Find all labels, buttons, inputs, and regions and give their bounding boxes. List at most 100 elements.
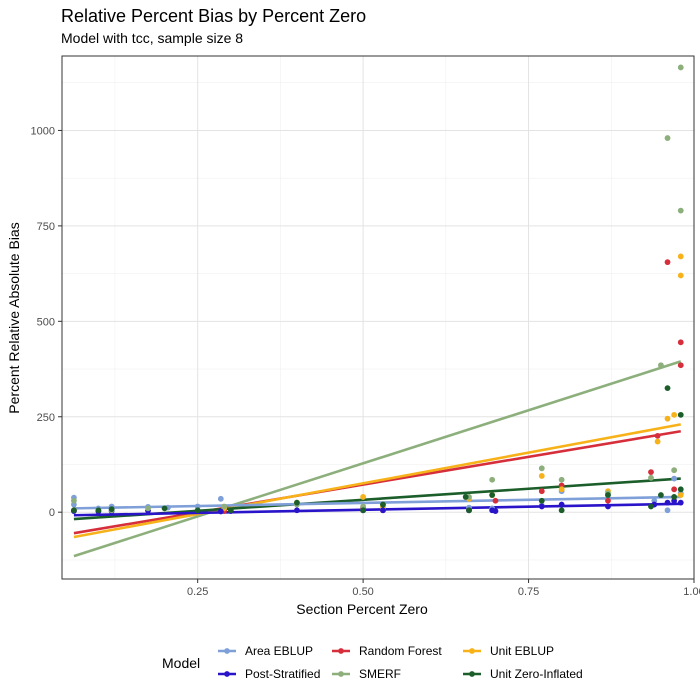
data-point — [466, 507, 472, 514]
data-point — [380, 501, 386, 508]
legend-label: Area EBLUP — [245, 644, 313, 658]
data-point — [605, 497, 611, 504]
y-tick-label: 500 — [37, 316, 55, 328]
data-point — [677, 272, 684, 279]
legend-label: Post-Stratified — [245, 667, 320, 681]
legend-key — [218, 648, 236, 654]
data-point — [648, 469, 654, 476]
plot-panel — [62, 56, 694, 579]
data-point — [294, 499, 300, 506]
data-point — [558, 501, 565, 508]
data-point — [671, 475, 678, 482]
data-point — [217, 508, 224, 515]
trend-line — [73, 429, 681, 535]
data-point — [462, 494, 469, 500]
x-tick-label: 0.25 — [187, 586, 208, 598]
x-tick-label: 0.75 — [518, 586, 539, 598]
data-point — [558, 476, 565, 483]
data-point — [605, 492, 611, 498]
trend-lines — [73, 360, 682, 558]
legend-key — [463, 648, 481, 654]
data-point — [360, 507, 367, 514]
legend-key-point — [224, 648, 230, 654]
data-point — [664, 499, 671, 506]
data-point — [108, 506, 115, 513]
data-point — [489, 476, 496, 483]
data-point — [677, 492, 684, 498]
data-point — [194, 507, 201, 514]
data-point — [654, 432, 661, 439]
data-point — [671, 494, 678, 500]
panel-background — [62, 56, 694, 579]
data-point — [538, 473, 545, 479]
data-point — [221, 503, 228, 510]
data-point — [654, 438, 661, 445]
data-point — [605, 503, 611, 510]
data-point — [538, 488, 545, 495]
data-point — [658, 362, 664, 369]
data-point — [664, 415, 671, 422]
data-point — [71, 497, 77, 504]
data-point — [71, 507, 77, 514]
y-tick-label: 250 — [37, 412, 55, 424]
legend-label: SMERF — [359, 667, 401, 681]
data-point — [677, 207, 684, 214]
data-point — [648, 474, 654, 481]
chart-subtitle: Model with tcc, sample size 8 — [61, 30, 244, 46]
axes: 0.25 0.50 0.75 1.00 0 250 500 750 1000 — [31, 125, 700, 598]
legend-label: Unit Zero-Inflated — [490, 667, 583, 681]
y-tick-label: 750 — [37, 221, 55, 233]
legend-key-point — [469, 648, 475, 654]
data-point — [360, 494, 367, 500]
trend-line — [73, 502, 681, 517]
legend-title: Model — [162, 655, 200, 671]
panel-frame — [61, 55, 695, 580]
data-point — [95, 507, 102, 514]
panel-border — [61, 55, 695, 580]
data-point — [294, 507, 300, 514]
data-points — [71, 64, 684, 515]
data-point — [145, 505, 151, 512]
legend-label: Random Forest — [359, 644, 442, 658]
legend-key-point — [469, 671, 475, 677]
data-point — [671, 467, 678, 474]
trend-line — [73, 423, 682, 539]
legend: Model Area EBLUP Random Forest Unit EBLUP Po… — [162, 644, 583, 681]
data-point — [677, 339, 684, 346]
data-point — [677, 362, 684, 369]
y-tick-label: 0 — [49, 507, 55, 519]
data-point — [558, 486, 565, 493]
trend-line — [73, 495, 681, 510]
data-point — [489, 492, 496, 498]
data-point — [538, 503, 545, 510]
legend-key — [463, 671, 481, 677]
y-tick-label: 1000 — [31, 125, 55, 137]
x-tick-label: 0.50 — [352, 586, 373, 598]
trend-line — [73, 360, 682, 558]
chart-title: Relative Percent Bias by Percent Zero — [61, 6, 367, 26]
data-point — [664, 507, 671, 514]
data-point — [677, 486, 684, 493]
data-point — [558, 507, 565, 514]
data-point — [671, 411, 678, 418]
legend-key-point — [224, 671, 230, 677]
x-tick-label: 1.00 — [683, 586, 700, 598]
data-point — [677, 64, 684, 71]
data-point — [671, 486, 678, 493]
data-point — [492, 508, 499, 514]
legend-key — [332, 671, 350, 677]
data-point — [677, 411, 684, 418]
data-point — [658, 492, 664, 498]
legend-key — [218, 671, 236, 677]
data-point — [677, 499, 684, 506]
data-point — [677, 253, 684, 260]
data-point — [538, 497, 545, 504]
data-point — [380, 507, 386, 514]
legend-key-point — [338, 671, 344, 677]
data-point — [227, 507, 234, 514]
data-point — [664, 385, 671, 392]
y-axis-title: Percent Relative Absolute Bias — [6, 222, 22, 413]
data-point — [161, 505, 168, 512]
